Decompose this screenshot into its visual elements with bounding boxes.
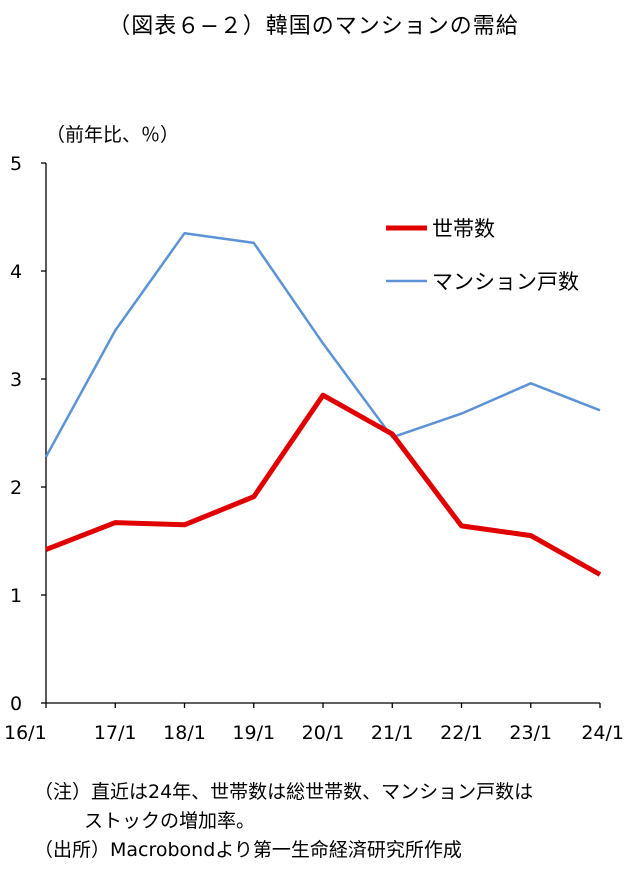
x-tick-label: 21/1 xyxy=(371,722,414,744)
x-tick-label: 16/1 xyxy=(4,722,47,744)
y-tick-label: 2 xyxy=(10,477,22,499)
note-line: （注）直近は24年、世帯数は総世帯数、マンション戸数は xyxy=(34,781,534,803)
x-tick-label: 18/1 xyxy=(163,722,206,744)
x-tick-label: 24/1 xyxy=(581,722,624,744)
note-line: ストックの増加率。 xyxy=(84,810,256,832)
footnotes: （注）直近は24年、世帯数は総世帯数、マンション戸数は ストックの増加率。 （出… xyxy=(34,778,624,865)
x-axis: 16/1 17/1 18/1 19/1 20/1 21/1 22/1 23/1 24/1 xyxy=(4,702,624,744)
series-line-0 xyxy=(45,392,602,577)
x-tick-label: 20/1 xyxy=(302,722,345,744)
source-line: （出所）Macrobondより第一生命経済研究所作成 xyxy=(34,839,462,861)
y-axis: 0 1 2 3 4 5 xyxy=(10,153,47,715)
series-layer xyxy=(44,231,602,577)
legend-label: マンション戸数 xyxy=(432,270,579,294)
y-tick-label: 1 xyxy=(10,585,22,607)
y-axis-unit-label: （前年比、％） xyxy=(46,124,179,146)
x-tick-label: 22/1 xyxy=(440,722,483,744)
y-tick-label: 3 xyxy=(10,369,22,391)
series-line-1 xyxy=(44,231,601,458)
x-tick-label: 17/1 xyxy=(94,722,137,744)
x-tick-label: 19/1 xyxy=(232,722,275,744)
legend-label: 世帯数 xyxy=(432,217,495,241)
y-tick-label: 0 xyxy=(10,693,22,715)
y-tick-label: 4 xyxy=(10,261,22,283)
y-tick-label: 5 xyxy=(10,153,22,175)
chart-title: （図表６−２）韓国のマンションの需給 xyxy=(108,14,519,39)
x-tick-label: 23/1 xyxy=(509,722,552,744)
